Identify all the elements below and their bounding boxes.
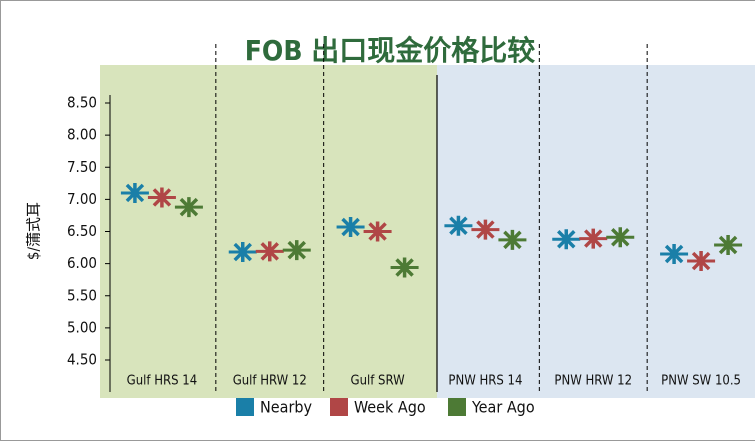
y-tick-label: 7.50 xyxy=(67,158,97,176)
y-tick-label: 8.00 xyxy=(67,126,97,144)
y-tick-label: 6.50 xyxy=(67,222,97,240)
marker xyxy=(282,240,311,261)
marker-star xyxy=(368,221,387,242)
y-tick-label: 6.00 xyxy=(67,254,97,272)
marker-star xyxy=(476,219,495,240)
marker xyxy=(228,242,257,263)
x-tick-label: PNW SW 10.5 xyxy=(661,374,741,389)
marker-star xyxy=(179,197,199,218)
marker-star xyxy=(125,182,145,203)
marker xyxy=(255,241,284,262)
marker-star xyxy=(557,229,576,250)
marker-star xyxy=(449,215,468,236)
marker-star xyxy=(287,240,306,261)
y-tick-label: 5.00 xyxy=(67,318,97,336)
x-tick-label: PNW HRW 12 xyxy=(554,374,632,389)
marker-star xyxy=(584,228,603,249)
legend-swatch xyxy=(448,398,466,416)
legend-label: Nearby xyxy=(260,398,313,417)
marker xyxy=(390,257,419,278)
marker xyxy=(120,182,149,203)
y-tick-label: 4.50 xyxy=(67,351,97,369)
legend-swatch xyxy=(236,398,254,416)
marker-star xyxy=(341,217,360,238)
marker xyxy=(579,228,608,249)
x-tick-label: PNW HRS 14 xyxy=(448,374,522,389)
marker xyxy=(363,221,392,242)
marker xyxy=(471,219,500,240)
y-axis-label: $/蒲式耳 xyxy=(25,202,43,260)
marker-star xyxy=(664,243,684,264)
marker-star xyxy=(611,227,630,248)
legend-label: Week Ago xyxy=(354,398,426,417)
marker xyxy=(660,243,689,264)
y-tick-label: 5.50 xyxy=(67,286,97,304)
legend-swatch xyxy=(330,398,348,416)
x-tick-label: Gulf HRS 14 xyxy=(127,374,198,389)
marker-star xyxy=(233,242,252,263)
legend-label: Year Ago xyxy=(471,398,535,417)
x-tick-label: Gulf SRW xyxy=(351,374,406,389)
marker xyxy=(714,234,743,255)
marker-star xyxy=(503,229,522,250)
marker-star xyxy=(152,187,172,208)
marker xyxy=(687,251,716,272)
chart-title: FOB 出口现金价格比较 xyxy=(245,34,536,67)
marker-star xyxy=(691,251,711,272)
pnw-region xyxy=(437,65,755,398)
marker xyxy=(498,229,527,250)
y-tick-label: 7.00 xyxy=(67,190,97,208)
y-tick-label: 8.50 xyxy=(67,94,97,112)
x-tick-label: Gulf HRW 12 xyxy=(233,374,307,389)
marker xyxy=(147,187,176,208)
marker-star xyxy=(260,241,279,262)
marker xyxy=(552,229,581,250)
marker-star xyxy=(718,234,738,255)
marker-star xyxy=(395,257,414,278)
marker xyxy=(606,227,635,248)
marker xyxy=(336,217,365,238)
marker xyxy=(444,215,473,236)
marker xyxy=(174,197,203,218)
